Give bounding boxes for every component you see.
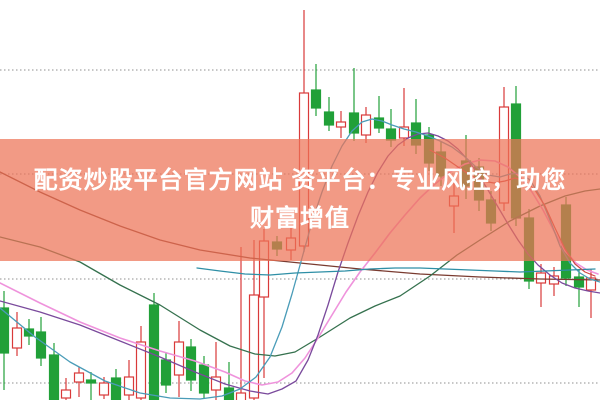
candle-body: [585, 277, 597, 291]
candle-body: [48, 354, 60, 400]
candle-body: [198, 364, 210, 394]
candle-body: [11, 327, 23, 349]
candle-body: [123, 376, 135, 396]
candle-body: [160, 359, 172, 386]
candle-body: [0, 307, 10, 354]
candle-body: [310, 89, 322, 109]
candle-body: [35, 331, 47, 359]
candle-body: [335, 121, 347, 128]
candle-body: [248, 294, 260, 399]
candle-body: [373, 117, 385, 129]
candle-body: [60, 389, 72, 399]
candle-body: [573, 276, 585, 288]
ma-teal-flat: [196, 267, 596, 276]
candle-body: [73, 372, 85, 383]
candle-body: [348, 112, 360, 134]
promo-banner: 配资炒股平台官方网站 资平台：专业风控，助您 财富增值: [0, 139, 600, 261]
candle-body: [185, 346, 197, 381]
banner-line-1: 配资炒股平台官方网站 资平台：专业风控，助您: [33, 167, 567, 194]
candle-body: [110, 377, 122, 400]
candle-body: [148, 304, 160, 400]
candle-body: [85, 379, 97, 384]
banner-line-2: 财富增值: [250, 205, 350, 232]
candle-body: [98, 382, 110, 396]
candle-body: [535, 272, 547, 284]
candle-body: [135, 341, 147, 399]
candle-body: [235, 392, 247, 400]
candle-body: [398, 126, 410, 139]
candle-body: [173, 341, 185, 376]
candle-body: [210, 376, 222, 391]
candle-body: [360, 114, 372, 136]
candle-body: [323, 111, 335, 126]
